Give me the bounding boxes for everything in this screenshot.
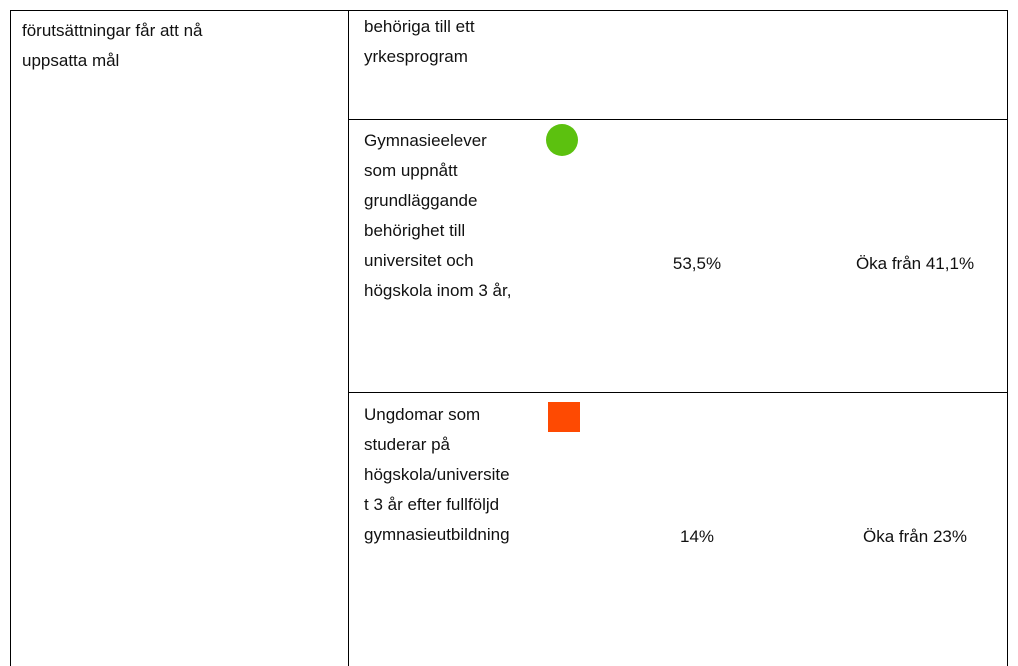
target: Öka från 41,1% (855, 254, 975, 273)
border (1007, 10, 1008, 666)
border (10, 10, 1008, 11)
border (348, 392, 1008, 393)
status-red (548, 402, 580, 432)
target: Öka från 23% (863, 527, 967, 546)
status-green (546, 124, 578, 156)
indicator: Ungdomar som studerar på högskola/univer… (364, 405, 510, 544)
indicator: behöriga till ett yrkesprogram (364, 17, 475, 66)
indicator: Gymnasieelever som uppnått grundläggande… (364, 131, 512, 300)
border (348, 10, 349, 666)
border (10, 10, 11, 666)
border (348, 119, 1008, 120)
value: 14% (679, 527, 715, 546)
value: 53,5% (672, 254, 722, 273)
left-cell: förutsättningar får att nå uppsatta mål (22, 21, 203, 70)
